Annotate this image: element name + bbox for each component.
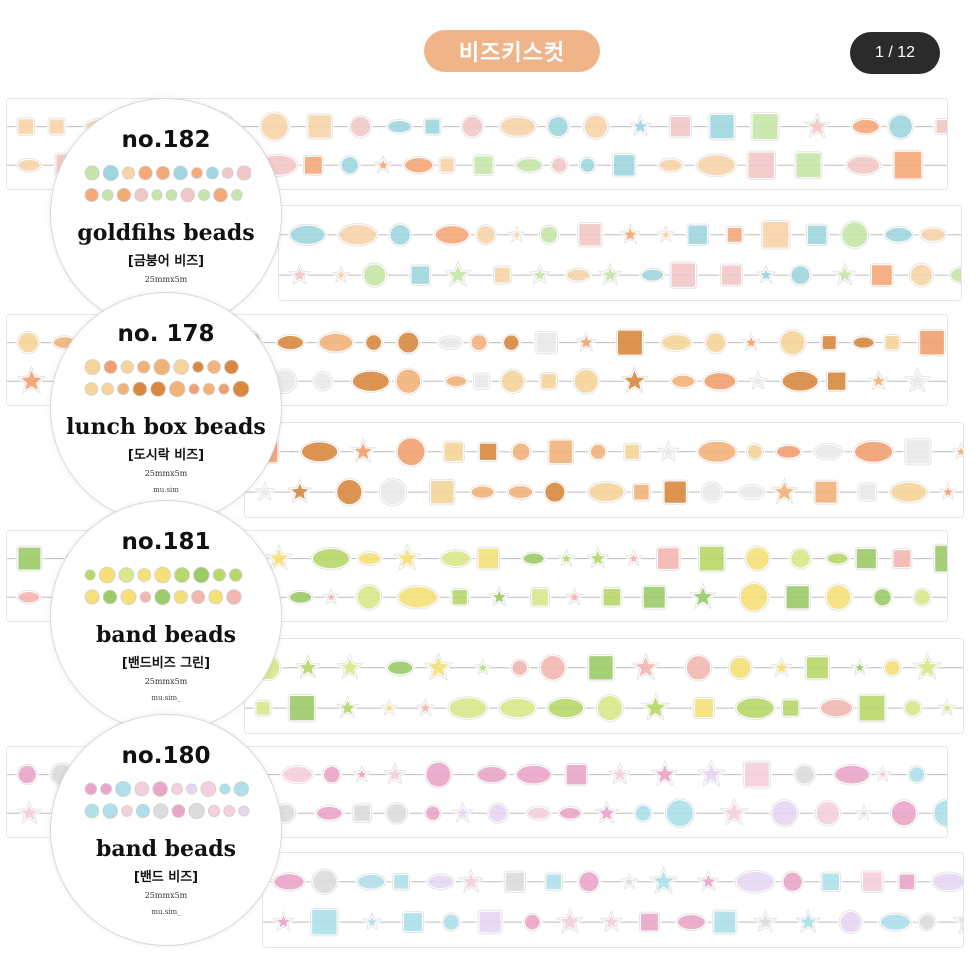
- product-korean-name: [밴드 비즈]: [133, 870, 199, 885]
- tape-strip-band-green-2: [244, 638, 964, 734]
- mini-bead-preview: [81, 775, 251, 830]
- maker-credit: mu.sim_: [151, 694, 181, 702]
- mini-bead-row: [84, 164, 252, 203]
- image-counter[interactable]: 1 / 12: [850, 32, 940, 74]
- bead-pattern: [263, 863, 963, 938]
- product-badge-178: no. 178 lunch box beads [도시락 비즈] 25mmx5m…: [50, 292, 282, 524]
- product-name: lunch box beads: [66, 414, 266, 440]
- mini-bead-row: [84, 358, 250, 398]
- page-title: 비즈키스컷: [424, 30, 600, 72]
- product-badge-180: no.180 band beads [밴드 비즈] 25mmx5m mu.sim…: [50, 714, 282, 946]
- maker-credit: mu.sim: [153, 486, 179, 494]
- product-size: 25mmx5m: [144, 275, 188, 284]
- product-korean-name: [도시락 비즈]: [127, 448, 205, 463]
- product-name: goldfihs beads: [77, 220, 255, 246]
- mini-bead-preview: [81, 159, 252, 214]
- product-name: band beads: [95, 836, 237, 862]
- mini-bead-preview: [81, 353, 251, 408]
- product-korean-name: [밴드비즈 그린]: [121, 656, 211, 671]
- product-size: 25mmx5m: [144, 469, 188, 478]
- bead-pattern: [245, 435, 963, 508]
- product-number: no. 178: [117, 321, 215, 347]
- maker-credit: mu.sim_: [151, 908, 181, 916]
- product-number: no.181: [121, 529, 211, 555]
- mini-bead-row: [84, 566, 243, 606]
- product-name: band beads: [95, 622, 237, 648]
- product-number: no.182: [121, 127, 211, 153]
- mini-bead-preview: [81, 561, 251, 616]
- product-badge-181: no.181 band beads [밴드비즈 그린] 25mmx5m mu.s…: [50, 500, 282, 732]
- product-badge-182: no.182 goldfihs beads [금붕어 비즈] 25mmx5m: [50, 98, 282, 330]
- product-size: 25mmx5m: [144, 891, 188, 900]
- bead-pattern: [279, 218, 961, 290]
- product-number: no.180: [121, 743, 211, 769]
- product-size: 25mmx5m: [144, 677, 188, 686]
- tape-strip-band-pastel-2: [262, 852, 964, 948]
- bead-pattern: [245, 649, 963, 724]
- tape-strip-goldfish-2: [278, 205, 962, 301]
- product-korean-name: [금붕어 비즈]: [127, 254, 205, 269]
- tape-strip-lunchbox-2: [244, 422, 964, 518]
- mini-bead-row: [84, 780, 250, 820]
